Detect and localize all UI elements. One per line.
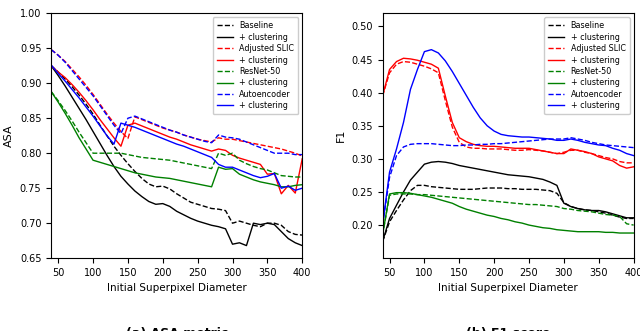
- Legend: Baseline, + clustering, Adjusted SLIC, + clustering, ResNet-50, + clustering, Au: Baseline, + clustering, Adjusted SLIC, +…: [544, 17, 630, 114]
- X-axis label: Initial Superpixel Diameter: Initial Superpixel Diameter: [107, 283, 246, 294]
- Text: (b) F1 score: (b) F1 score: [466, 327, 550, 331]
- Legend: Baseline, + clustering, Adjusted SLIC, + clustering, ResNet-50, + clustering, Au: Baseline, + clustering, Adjusted SLIC, +…: [212, 17, 298, 114]
- Y-axis label: F1: F1: [335, 129, 346, 142]
- X-axis label: Initial Superpixel Diameter: Initial Superpixel Diameter: [438, 283, 578, 294]
- Y-axis label: ASA: ASA: [4, 124, 14, 147]
- Text: (a) ASA metric: (a) ASA metric: [125, 327, 228, 331]
